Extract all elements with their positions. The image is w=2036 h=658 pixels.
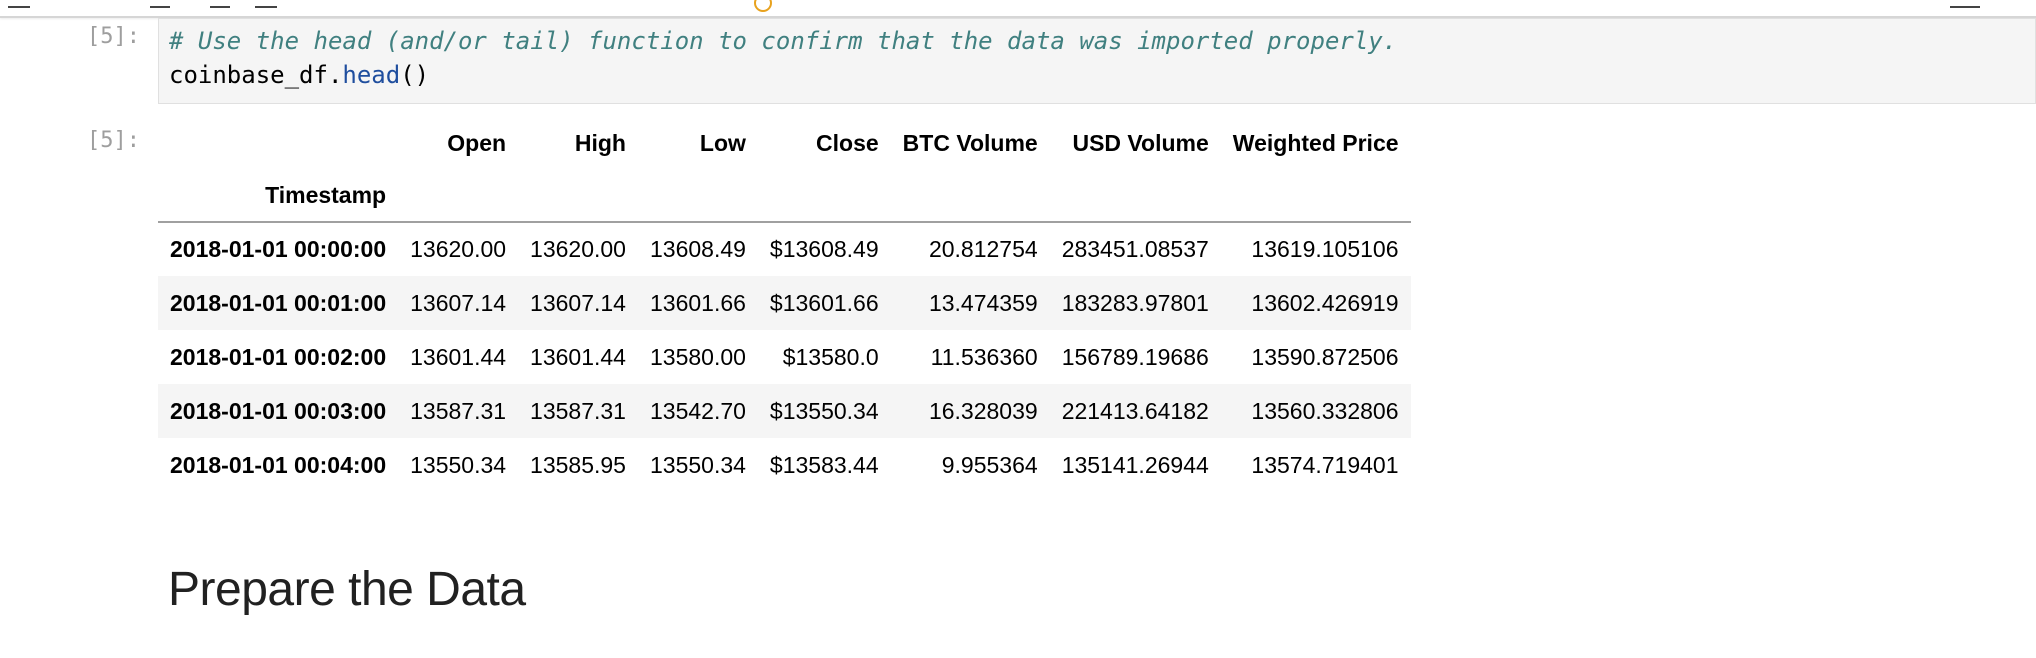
code-cell-editor[interactable]: # Use the head (and/or tail) function to… — [158, 18, 2036, 104]
copy-icon[interactable] — [210, 0, 230, 8]
table-cell: $13601.66 — [769, 289, 879, 316]
code-source-line: coinbase_df.head() — [169, 61, 429, 89]
table-cell: 13620.00 — [410, 236, 507, 262]
table-cell: $13550.34 — [769, 397, 879, 424]
paste-icon[interactable] — [255, 0, 277, 8]
table-cell: 11.536360 — [930, 343, 1038, 370]
output-prompt: [5]: — [87, 128, 140, 153]
table-cell: 13608.49 — [649, 236, 746, 262]
table-cell: 13550.34 — [649, 451, 746, 478]
column-header: Open — [447, 129, 507, 156]
kernel-name-indicator[interactable] — [1950, 0, 1980, 8]
markdown-heading: Prepare the Data — [168, 563, 526, 616]
row-index: 2018-01-01 00:00:00 — [170, 236, 387, 262]
row-index: 2018-01-01 00:02:00 — [170, 343, 387, 370]
table-cell: $13580.0 — [782, 343, 879, 370]
table-row: 2018-01-01 00:01:00 13607.14 13607.14 13… — [158, 276, 1411, 330]
menu-icon[interactable] — [8, 0, 30, 8]
table-row: 2018-01-01 00:04:00 13550.34 13585.95 13… — [158, 438, 1411, 492]
table-cell: 13601.44 — [530, 343, 626, 370]
code-dot: . — [327, 61, 343, 89]
index-header-blank — [158, 117, 398, 169]
table-cell: 13601.66 — [649, 289, 746, 316]
table-cell: 16.328039 — [928, 397, 1038, 424]
table-cell: 221413.64182 — [1061, 397, 1209, 424]
table-cell: 13602.426919 — [1251, 289, 1399, 316]
row-index: 2018-01-01 00:03:00 — [170, 397, 387, 424]
index-name-header: Timestamp — [158, 169, 399, 223]
table-row: 2018-01-01 00:02:00 13601.44 13601.44 13… — [158, 330, 1411, 384]
dataframe-table: Open High Low Close BTC Volume USD Volum… — [158, 117, 1411, 492]
table-row: 2018-01-01 00:03:00 13587.31 13587.31 13… — [158, 384, 1411, 438]
column-header: Close — [816, 129, 879, 156]
table-cell: 283451.08537 — [1061, 236, 1209, 262]
table-header-row: Open High Low Close BTC Volume USD Volum… — [158, 117, 1411, 169]
cut-icon[interactable] — [150, 0, 170, 8]
code-comment-line: # Use the head (and/or tail) function to… — [169, 27, 1398, 55]
column-header: Weighted Price — [1232, 129, 1399, 156]
column-header: High — [574, 129, 626, 156]
table-cell: 135141.26944 — [1061, 451, 1209, 478]
table-cell: $13583.44 — [769, 451, 879, 478]
table-cell: 13542.70 — [649, 397, 746, 424]
table-cell: 183283.97801 — [1061, 289, 1209, 316]
table-row: 2018-01-01 00:00:00 13620.00 13620.00 13… — [158, 222, 1411, 276]
table-cell: 156789.19686 — [1061, 343, 1209, 370]
kernel-status-icon — [754, 0, 772, 12]
table-cell: 13619.105106 — [1251, 236, 1399, 262]
table-cell: 13587.31 — [410, 397, 507, 424]
table-cell: 13607.14 — [410, 289, 507, 316]
table-cell: 20.812754 — [928, 236, 1038, 262]
table-cell: 13560.332806 — [1251, 397, 1399, 424]
table-cell: 13607.14 — [530, 289, 626, 316]
table-cell: 13601.44 — [410, 343, 507, 370]
code-function: head — [342, 61, 401, 89]
input-prompt: [5]: — [87, 24, 140, 49]
column-header: USD Volume — [1072, 129, 1209, 156]
table-cell: 13.474359 — [928, 289, 1038, 316]
table-cell: 9.955364 — [941, 451, 1038, 478]
code-variable: coinbase_df — [169, 61, 328, 89]
column-header: BTC Volume — [902, 129, 1038, 156]
row-index: 2018-01-01 00:04:00 — [170, 451, 387, 478]
code-parens: () — [400, 61, 430, 89]
notebook-toolbar — [0, 0, 2036, 18]
column-header: Low — [699, 129, 746, 156]
table-cell: 13574.719401 — [1251, 451, 1399, 478]
table-cell: $13608.49 — [769, 236, 879, 262]
table-cell: 13587.31 — [530, 397, 626, 424]
table-cell: 13550.34 — [410, 451, 507, 478]
row-index: 2018-01-01 00:01:00 — [170, 289, 387, 316]
table-cell: 13620.00 — [530, 236, 626, 262]
table-cell: 13585.95 — [530, 451, 626, 478]
table-cell: 13590.872506 — [1251, 343, 1399, 370]
index-name-row: Timestamp — [158, 169, 1411, 223]
table-cell: 13580.00 — [649, 343, 746, 370]
